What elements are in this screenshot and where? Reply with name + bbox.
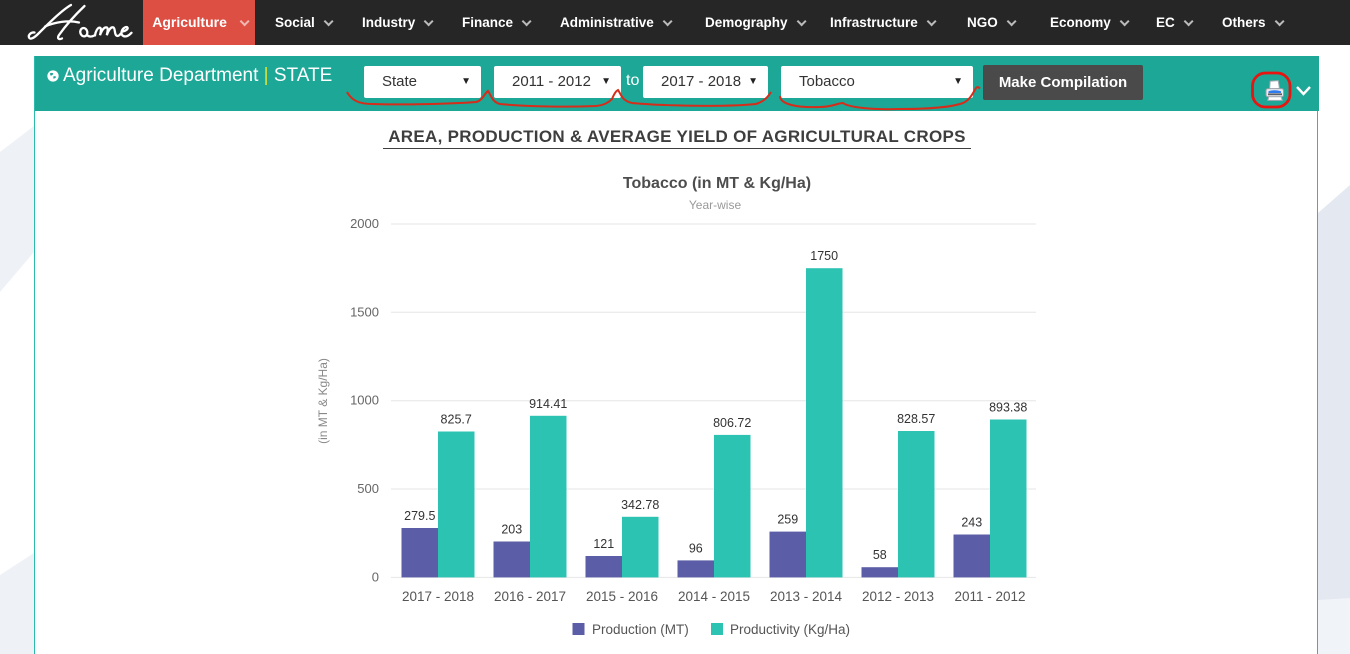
svg-text:1750: 1750: [810, 249, 838, 263]
svg-text:2014 - 2015: 2014 - 2015: [678, 589, 750, 604]
svg-text:2011 - 2012: 2011 - 2012: [954, 589, 1025, 604]
svg-text:825.7: 825.7: [441, 413, 472, 427]
svg-text:58: 58: [873, 548, 887, 562]
svg-text:342.78: 342.78: [621, 498, 659, 512]
svg-text:914.41: 914.41: [529, 397, 567, 411]
svg-text:1500: 1500: [350, 304, 379, 319]
svg-text:2017 - 2018: 2017 - 2018: [402, 589, 474, 604]
svg-text:(in MT & Kg/Ha): (in MT & Kg/Ha): [316, 358, 330, 444]
svg-text:Production (MT): Production (MT): [592, 622, 689, 637]
svg-text:Productivity (Kg/Ha): Productivity (Kg/Ha): [730, 622, 850, 637]
svg-text:2015 - 2016: 2015 - 2016: [586, 589, 658, 604]
svg-text:500: 500: [357, 481, 379, 496]
svg-text:2016 - 2017: 2016 - 2017: [494, 589, 566, 604]
svg-text:259: 259: [777, 513, 798, 527]
svg-text:1000: 1000: [350, 393, 379, 408]
svg-text:203: 203: [501, 523, 522, 537]
svg-text:121: 121: [593, 537, 614, 551]
svg-text:96: 96: [689, 541, 703, 555]
svg-text:806.72: 806.72: [713, 416, 751, 430]
svg-text:828.57: 828.57: [897, 412, 935, 426]
svg-text:243: 243: [961, 516, 982, 530]
svg-text:893.38: 893.38: [989, 401, 1027, 415]
svg-text:0: 0: [372, 569, 379, 584]
svg-text:279.5: 279.5: [404, 509, 435, 523]
svg-text:Year-wise: Year-wise: [689, 198, 742, 212]
svg-text:2013 - 2014: 2013 - 2014: [770, 589, 843, 604]
svg-text:Tobacco (in MT & Kg/Ha): Tobacco (in MT & Kg/Ha): [623, 175, 811, 192]
svg-text:2012 - 2013: 2012 - 2013: [862, 589, 934, 604]
svg-text:2000: 2000: [350, 216, 379, 231]
